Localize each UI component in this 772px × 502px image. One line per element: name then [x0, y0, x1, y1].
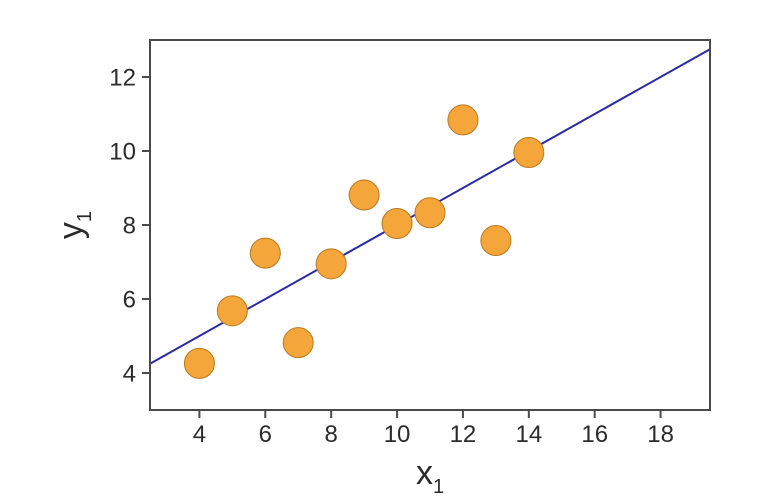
data-point	[316, 249, 346, 279]
data-point	[514, 137, 544, 167]
data-point	[184, 348, 214, 378]
data-point	[415, 198, 445, 228]
data-point	[448, 105, 478, 135]
x-tick-label: 6	[259, 421, 272, 448]
x-tick-label: 14	[515, 421, 542, 448]
chart-canvas: 46810121416184681012x1y1	[0, 0, 772, 502]
data-point	[250, 238, 280, 268]
x-tick-label: 10	[384, 421, 411, 448]
scatter-chart: 46810121416184681012x1y1	[0, 0, 772, 502]
data-point	[481, 226, 511, 256]
y-tick-label: 10	[109, 138, 136, 165]
x-tick-label: 12	[450, 421, 477, 448]
x-tick-label: 16	[581, 421, 608, 448]
data-point	[349, 180, 379, 210]
data-point	[283, 328, 313, 358]
x-tick-label: 8	[324, 421, 337, 448]
data-point	[382, 209, 412, 239]
y-tick-label: 8	[123, 212, 136, 239]
y-tick-label: 6	[123, 286, 136, 313]
y-tick-label: 4	[123, 360, 136, 387]
x-tick-label: 18	[647, 421, 674, 448]
data-point	[217, 296, 247, 326]
y-tick-label: 12	[109, 64, 136, 91]
x-tick-label: 4	[193, 421, 206, 448]
